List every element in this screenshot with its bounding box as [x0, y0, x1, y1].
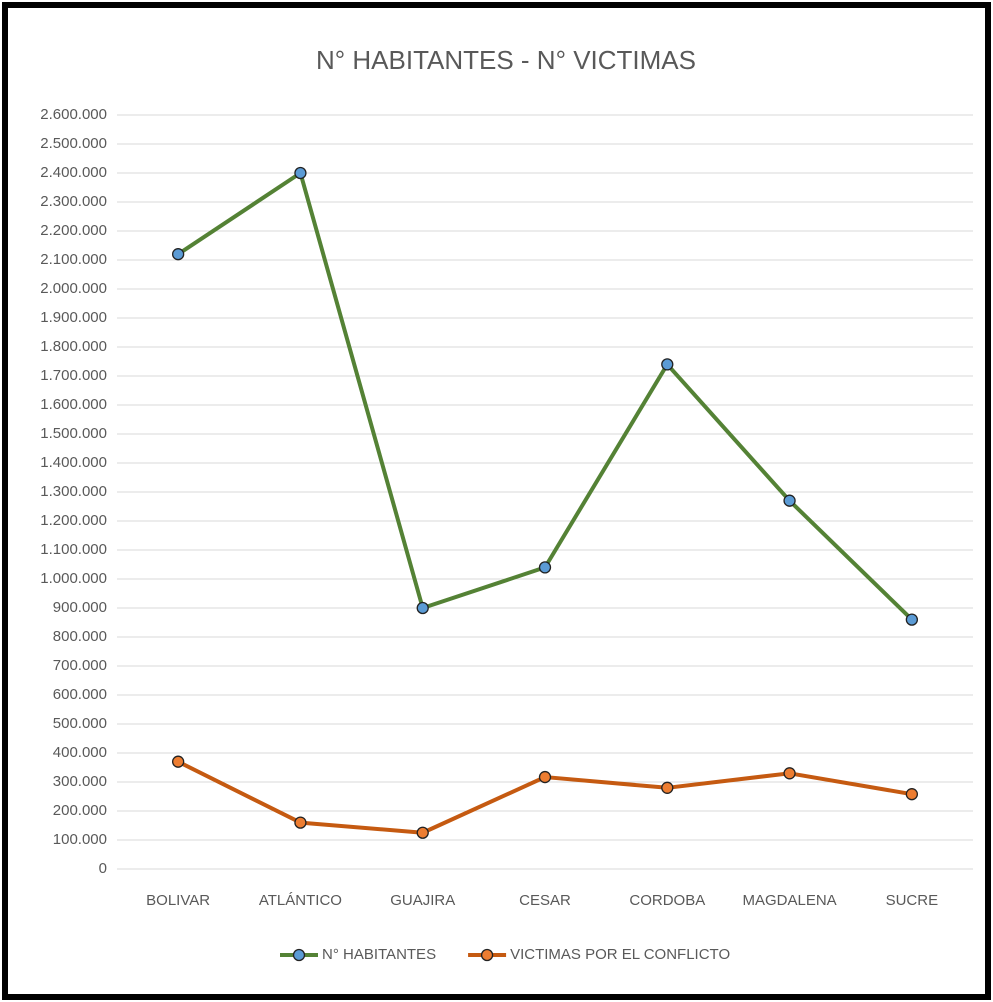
data-point: [783, 494, 796, 507]
y-tick-label: 100.000: [53, 831, 107, 848]
y-tick-label: 1.800.000: [40, 338, 107, 355]
y-tick-label: 1.100.000: [40, 541, 107, 558]
data-point: [294, 816, 307, 829]
y-tick-label: 1.500.000: [40, 425, 107, 442]
data-point: [171, 755, 185, 768]
chart-title: N° HABITANTES - N° VICTIMAS: [316, 45, 696, 75]
y-tick-label: 2.200.000: [40, 222, 107, 239]
data-point: [171, 248, 185, 261]
legend-marker: [292, 948, 306, 962]
legend-label: VICTIMAS POR EL CONFLICTO: [510, 946, 730, 963]
x-tick-label: SUCRE: [886, 892, 939, 909]
y-tick-label: 2.100.000: [40, 251, 107, 268]
data-point: [661, 358, 674, 371]
x-tick-label: CESAR: [519, 892, 571, 909]
y-tick-label: 200.000: [53, 802, 107, 819]
y-tick-label: 2.600.000: [40, 106, 107, 123]
y-tick-label: 700.000: [53, 657, 107, 674]
y-tick-label: 2.500.000: [40, 135, 107, 152]
data-point: [538, 561, 552, 574]
y-tick-label: 1.700.000: [40, 367, 107, 384]
y-tick-label: 500.000: [53, 715, 107, 732]
y-tick-label: 2.000.000: [40, 280, 107, 297]
data-point: [538, 770, 552, 784]
y-tick-label: 0: [99, 860, 107, 877]
y-tick-label: 800.000: [53, 628, 107, 645]
legend-marker: [480, 948, 494, 962]
data-point: [905, 613, 919, 626]
y-tick-label: 1.900.000: [40, 309, 107, 326]
data-point: [783, 767, 796, 780]
x-tick-label: GUAJIRA: [390, 892, 455, 909]
data-point: [905, 788, 919, 801]
y-tick-label: 300.000: [53, 773, 107, 790]
x-tick-label: BOLIVAR: [146, 892, 210, 909]
x-tick-label: ATLÁNTICO: [259, 892, 342, 909]
y-tick-label: 1.000.000: [40, 570, 107, 587]
y-tick-label: 2.300.000: [40, 193, 107, 210]
y-tick-label: 1.300.000: [40, 483, 107, 500]
y-tick-label: 1.600.000: [40, 396, 107, 413]
data-point: [416, 826, 429, 839]
data-point: [661, 781, 674, 794]
x-tick-label: CORDOBA: [629, 892, 705, 909]
y-tick-label: 400.000: [53, 744, 107, 761]
y-tick-label: 1.200.000: [40, 512, 107, 529]
y-tick-label: 900.000: [53, 599, 107, 616]
data-point: [294, 166, 307, 180]
y-tick-label: 2.400.000: [40, 164, 107, 181]
x-tick-label: MAGDALENA: [742, 892, 836, 909]
data-point: [416, 601, 429, 615]
y-tick-label: 1.400.000: [40, 454, 107, 471]
y-tick-label: 600.000: [53, 686, 107, 703]
legend-label: N° HABITANTES: [322, 946, 436, 963]
